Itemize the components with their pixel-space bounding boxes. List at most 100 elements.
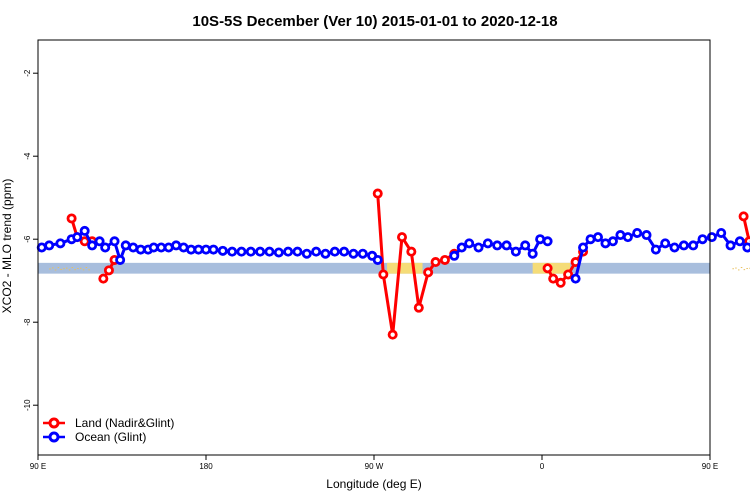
plot-area [36,188,750,340]
ocean-data-point [273,247,284,258]
island-speck [49,268,51,270]
ocean-data-point [227,246,238,257]
ocean-data-point [72,232,83,243]
land-series-markers [66,188,750,340]
ocean-data-point [100,242,111,253]
ocean-data-point [311,246,322,257]
ocean-data-point [115,254,126,265]
ocean-data-point [87,240,98,251]
ocean-data-point [593,232,604,243]
x-tick-label: 90 E [30,462,46,471]
ocean-data-point [688,240,699,251]
ocean-data-point [217,245,228,256]
ocean-data-point [734,236,745,247]
ocean-data-point [678,240,689,251]
land-data-point [423,267,434,278]
y-axis-label: XCO2 - MLO trend (ppm) [0,179,14,314]
land-band-segment [387,262,423,274]
island-speck [57,267,60,269]
land-data-point [387,329,398,340]
ocean-data-point [669,242,680,253]
island-speck [54,269,57,271]
ocean-data-point [660,238,671,249]
y-tick-label: -6 [23,235,32,243]
island-speck [52,267,54,269]
ocean-data-point [292,246,303,257]
legend-land-marker [48,417,60,429]
land-data-point [396,232,407,243]
ocean-data-point [320,248,331,259]
ocean-data-point [725,240,736,251]
land-series-line [742,216,750,244]
ocean-data-point [283,246,294,257]
y-tick-label: -8 [23,318,32,326]
island-speck [740,267,743,269]
island-speck [60,268,62,270]
legend: Land (Nadir&Glint) Ocean (Glint) [43,416,174,444]
ocean-data-point [520,240,531,251]
ocean-data-point [449,250,460,261]
ocean-data-point [348,248,359,259]
ocean-data-point [255,246,266,257]
land-data-point [103,265,114,276]
ocean-data-point [236,246,247,257]
ocean-band [38,262,710,274]
ocean-data-point [607,236,618,247]
island-speck [746,268,748,270]
y-tick-label: -10 [23,399,32,411]
ocean-data-point [697,234,708,245]
ocean-data-point [473,242,484,253]
ocean-data-point [706,232,717,243]
island-speck [63,268,65,270]
legend-ocean-label: Ocean (Glint) [75,430,146,444]
land-data-point [542,263,553,274]
land-data-point [555,277,566,288]
ocean-data-point [79,225,90,236]
ocean-data-point [372,254,383,265]
ocean-data-point [339,246,350,257]
legend-ocean-marker [48,431,60,443]
island-speck [85,267,88,269]
ocean-data-point [44,240,55,251]
x-axis-label: Longitude (deg E) [326,477,421,491]
x-tick-label: 0 [540,462,545,471]
ocean-data-point [542,236,553,247]
island-speck [74,269,76,271]
island-speck [68,269,71,271]
y-tick-label: -4 [23,152,32,160]
x-tick-label: 90 E [702,462,718,471]
island-speck [77,267,79,269]
island-speck [66,267,68,269]
island-speck [80,267,82,269]
ocean-data-point [641,230,652,241]
x-tick-label: 90 W [365,462,384,471]
island-speck [735,267,737,269]
ocean-data-point [301,248,312,259]
island-speck [743,269,746,271]
land-data-point [548,273,559,284]
y-tick-label: -2 [23,69,32,77]
land-data-point [430,257,441,268]
island-speck [71,267,74,269]
legend-land-label: Land (Nadir&Glint) [75,416,174,430]
ocean-data-point [492,240,503,251]
ocean-data-point [527,248,538,259]
x-tick-label: 180 [199,462,213,471]
ocean-data-point [482,238,493,249]
ocean-data-point [456,242,467,253]
land-data-point [738,211,749,222]
ocean-data-point [578,242,589,253]
land-data-point [413,302,424,313]
ocean-data-point [632,227,643,238]
ocean-data-point [94,236,105,247]
ocean-data-point [357,248,368,259]
ocean-data-point [264,246,275,257]
ocean-data-point [510,246,521,257]
land-data-point [406,246,417,257]
ocean-data-point [464,238,475,249]
land-data-point [98,273,109,284]
ocean-data-point [329,246,340,257]
ocean-data-point [245,246,256,257]
ocean-data-point [570,273,581,284]
